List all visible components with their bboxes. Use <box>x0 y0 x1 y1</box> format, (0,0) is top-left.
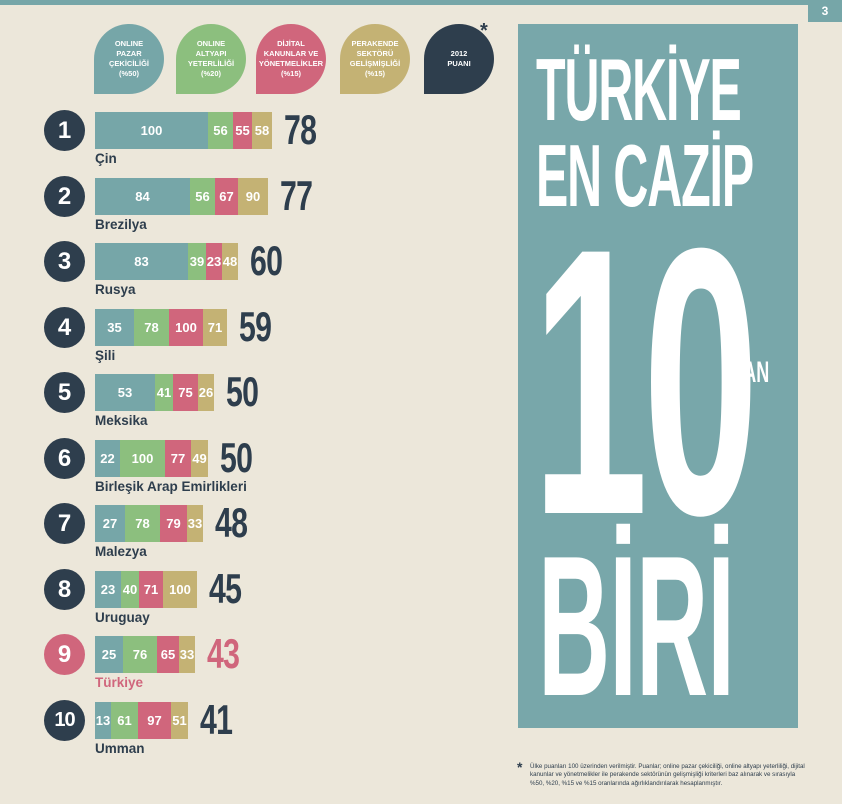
total-score: 45 <box>209 565 242 612</box>
bar-segment: 33 <box>187 505 203 542</box>
bar-segment: 97 <box>138 702 171 739</box>
bar-segment: 27 <box>95 505 125 542</box>
page-number: 3 <box>808 0 842 22</box>
bar-segment: 65 <box>157 636 179 673</box>
country-label: Brezilya <box>95 217 147 232</box>
total-score: 43 <box>207 630 240 677</box>
country-label: Umman <box>95 741 145 756</box>
bar-segment: 61 <box>111 702 138 739</box>
bar-segment: 78 <box>125 505 160 542</box>
rank-badge: 4 <box>44 307 85 348</box>
bar-segment: 35 <box>95 309 134 346</box>
bar-segment: 39 <box>188 243 206 280</box>
total-score: 48 <box>215 499 248 546</box>
bar-segment: 100 <box>95 112 208 149</box>
rank-badge: 2 <box>44 176 85 217</box>
bar-segment: 76 <box>123 636 157 673</box>
bar-segment: 67 <box>215 178 238 215</box>
headline-suffix: 'DAN <box>726 356 770 389</box>
total-score: 78 <box>284 106 317 153</box>
legend-bubble: ONLINE ALTYAPI YETERLİLİĞİ (%20) <box>176 24 246 94</box>
bar-segment: 23 <box>95 571 121 608</box>
headline-bottom: BİRİ <box>538 515 735 728</box>
rank-badge: 7 <box>44 503 85 544</box>
bar-segment: 41 <box>155 374 173 411</box>
rank-badge: 8 <box>44 569 85 610</box>
bar-segment: 71 <box>203 309 227 346</box>
bar-segment: 13 <box>95 702 111 739</box>
rank-badge: 9 <box>44 634 85 675</box>
bar-segment: 71 <box>139 571 163 608</box>
bar-segment: 23 <box>206 243 222 280</box>
bar-segment: 78 <box>134 309 169 346</box>
bar-segment: 22 <box>95 440 120 477</box>
country-label: Birleşik Arap Emirlikleri <box>95 479 247 494</box>
bar-segment: 55 <box>233 112 252 149</box>
bar-segment: 56 <box>208 112 233 149</box>
legend-bubble: PERAKENDE SEKTÖRÜ GELİŞMİŞLİĞİ (%15) <box>340 24 410 94</box>
rank-badge: 10 <box>44 700 85 741</box>
bar-segment: 79 <box>160 505 187 542</box>
headline-line2: EN CAZİP <box>536 126 754 225</box>
legend-asterisk: * <box>480 20 488 42</box>
legend-bubble: ONLINE PAZAR ÇEKİCİLİĞİ (%50) <box>94 24 164 94</box>
country-label: Malezya <box>95 544 147 559</box>
country-label: Türkiye <box>95 675 144 690</box>
rank-badge: 6 <box>44 438 85 479</box>
headline-panel: TÜRKİYE EN CAZİP 10 'DAN BİRİ <box>518 24 798 728</box>
total-score: 41 <box>200 696 233 743</box>
footnote: Ülke puanları 100 üzerinden verilmiştir.… <box>530 763 805 787</box>
total-score: 59 <box>239 303 272 350</box>
total-score: 77 <box>280 172 313 219</box>
bar-segment: 56 <box>190 178 215 215</box>
legend-bubble: 2012 PUANI <box>424 24 494 94</box>
bar-segment: 83 <box>95 243 188 280</box>
rank-badge: 1 <box>44 110 85 151</box>
country-label: Şili <box>95 348 116 363</box>
bar-segment: 40 <box>121 571 139 608</box>
top-stripe <box>0 0 842 5</box>
footnote-asterisk: * <box>517 759 523 775</box>
country-label: Çin <box>95 151 117 166</box>
bar-segment: 58 <box>252 112 272 149</box>
bar-segment: 75 <box>173 374 198 411</box>
bar-segment: 49 <box>191 440 208 477</box>
country-label: Rusya <box>95 282 136 297</box>
headline-line1: TÜRKİYE <box>536 40 742 139</box>
bar-segment: 90 <box>238 178 268 215</box>
country-label: Uruguay <box>95 610 150 625</box>
bar-segment: 100 <box>169 309 203 346</box>
headline-big-number: 10 <box>532 169 759 594</box>
bar-segment: 25 <box>95 636 123 673</box>
legend-bubble: DİJİTAL KANUNLAR VE YÖNETMELİKLER (%15) <box>256 24 326 94</box>
bar-segment: 100 <box>120 440 165 477</box>
total-score: 50 <box>220 434 253 481</box>
total-score: 60 <box>250 237 283 284</box>
bar-segment: 26 <box>198 374 214 411</box>
rank-badge: 5 <box>44 372 85 413</box>
bar-segment: 53 <box>95 374 155 411</box>
bar-segment: 100 <box>163 571 197 608</box>
bar-segment: 48 <box>222 243 238 280</box>
bar-segment: 84 <box>95 178 190 215</box>
bar-segment: 33 <box>179 636 195 673</box>
country-label: Meksika <box>95 413 148 428</box>
bar-segment: 51 <box>171 702 188 739</box>
bar-segment: 77 <box>165 440 191 477</box>
rank-badge: 3 <box>44 241 85 282</box>
total-score: 50 <box>226 368 259 415</box>
